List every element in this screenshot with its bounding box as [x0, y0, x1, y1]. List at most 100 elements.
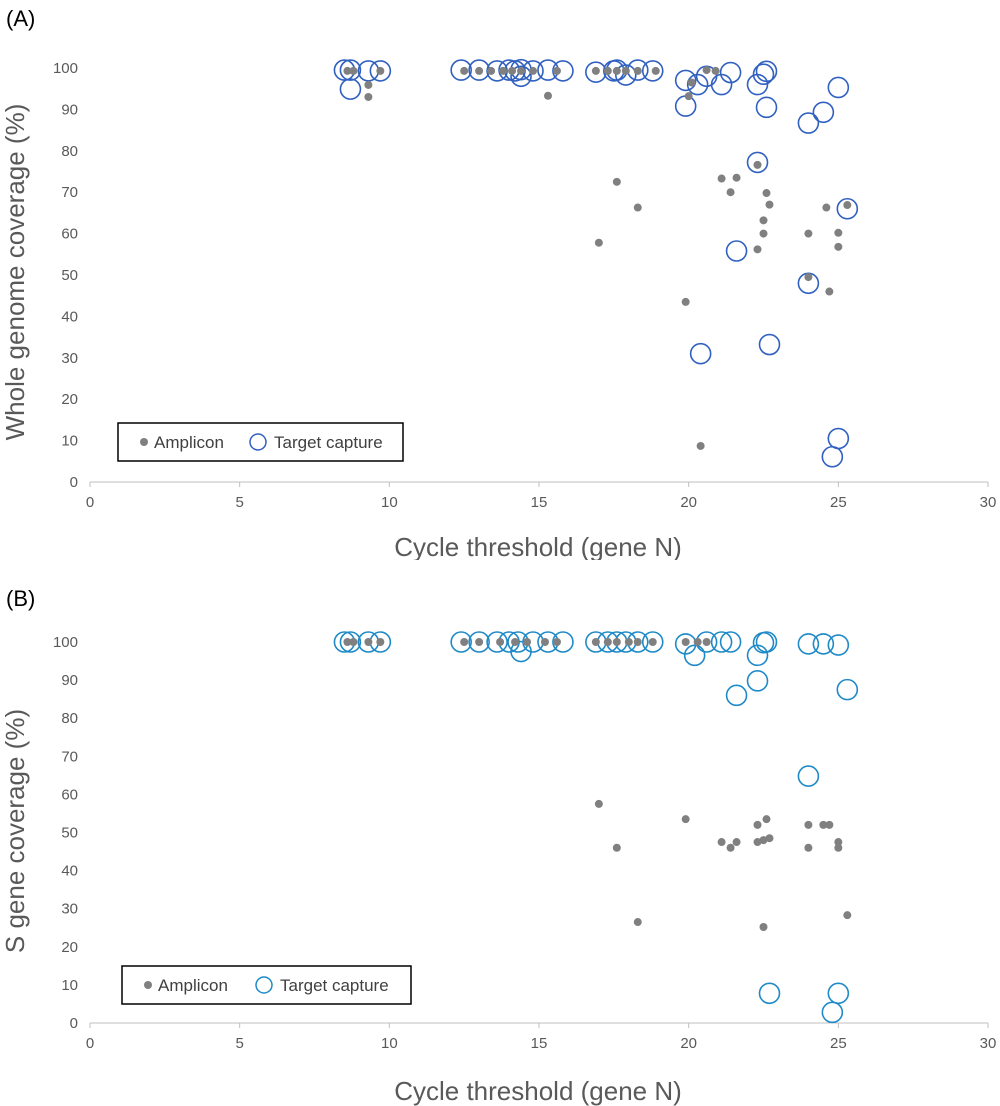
amplicon-point [517, 66, 526, 75]
amplicon-point [376, 638, 385, 646]
target-capture-point [836, 197, 859, 220]
x-tick-label: 15 [531, 494, 548, 511]
x-tick-label: 20 [680, 494, 697, 511]
target-capture-point [758, 333, 781, 356]
legend-marker-target-capture [255, 976, 273, 994]
legend-marker-amplicon [140, 438, 148, 446]
y-tick-label: 100 [53, 634, 78, 651]
amplicon-point [603, 66, 612, 75]
amplicon-point [825, 287, 834, 296]
x-tick-label: 15 [531, 1035, 548, 1052]
amplicon-point [499, 66, 508, 75]
legend-marker-target-capture [249, 433, 267, 451]
y-tick-label: 50 [61, 825, 78, 842]
y-tick-label: 80 [61, 710, 78, 727]
target-capture-point [339, 59, 362, 81]
y-tick-label: 0 [70, 474, 78, 491]
amplicon-point [834, 838, 843, 847]
amplicon-point [594, 799, 603, 808]
x-axis-title: Cycle threshold (gene N) [394, 1076, 682, 1106]
y-tick-label: 0 [70, 1015, 78, 1032]
y-tick-label: 80 [61, 143, 78, 160]
target-capture-point [710, 631, 733, 653]
amplicon-point [843, 201, 852, 210]
target-capture-point [797, 765, 820, 787]
amplicon-point [834, 228, 843, 237]
target-capture-point [719, 61, 742, 84]
target-capture-point [339, 78, 362, 100]
amplicon-point [349, 638, 358, 646]
amplicon-point [343, 66, 352, 75]
amplicon-point [612, 843, 621, 852]
target-capture-point [486, 60, 508, 82]
amplicon-point [762, 189, 771, 198]
x-tick-label: 0 [86, 494, 94, 511]
amplicon-point [732, 173, 741, 182]
legend: Amplicon Target capture [117, 422, 404, 462]
amplicon-point [681, 638, 690, 646]
amplicon-point [612, 638, 621, 646]
x-tick-label: 5 [235, 1035, 243, 1052]
target-capture-point [339, 631, 362, 653]
target-capture-point [486, 631, 508, 653]
amplicon-point [822, 203, 831, 212]
target-capture-point [719, 631, 742, 653]
amplicon-point [475, 638, 484, 646]
amplicon-point [825, 820, 834, 829]
amplicon-point [696, 441, 705, 450]
x-tick-label: 25 [830, 1035, 847, 1052]
amplicon-point [540, 638, 549, 646]
amplicon-point [804, 843, 813, 852]
amplicon-point [753, 820, 762, 829]
amplicon-point [364, 638, 373, 646]
amplicon-point [711, 66, 720, 75]
amplicon-point [343, 638, 352, 646]
amplicon-point [603, 638, 612, 646]
amplicon-point [523, 638, 532, 646]
target-capture-point [468, 631, 490, 653]
y-tick-label: 90 [61, 101, 78, 118]
x-tick-label: 5 [235, 494, 243, 511]
amplicon-point [702, 638, 711, 646]
amplicon-point [759, 922, 768, 931]
amplicon-point [591, 66, 600, 75]
y-tick-label: 10 [61, 977, 78, 994]
amplicon-point [529, 66, 538, 75]
target-capture-point [450, 631, 472, 653]
target-capture-point [746, 670, 769, 692]
series-amplicon [343, 638, 852, 931]
target-capture-point [797, 633, 820, 655]
series-amplicon [343, 66, 852, 450]
amplicon-point [594, 238, 603, 247]
target-capture-point [821, 1001, 844, 1024]
target-capture-point [674, 95, 697, 117]
amplicon-point [349, 66, 358, 75]
panel-label: (A) [6, 6, 35, 31]
y-tick-label: 10 [61, 433, 78, 450]
amplicon-point [762, 815, 771, 824]
legend-label-amplicon: Amplicon [158, 976, 228, 995]
target-capture-point [812, 633, 835, 655]
amplicon-point [684, 92, 693, 101]
axes: 0 5 10 15 20 25 30 0 10 20 30 40 50 60 70 80 90 100 [53, 60, 996, 511]
target-capture-point [641, 60, 664, 82]
target-capture-point [552, 60, 574, 82]
amplicon-point [753, 245, 762, 254]
amplicon-point [591, 638, 600, 646]
target-capture-point [369, 60, 392, 82]
target-capture-point [725, 684, 748, 707]
amplicon-point [717, 838, 726, 847]
plot-area [333, 58, 859, 468]
amplicon-point [612, 177, 621, 186]
amplicon-point [487, 66, 496, 75]
amplicon-point [460, 66, 469, 75]
amplicon-point [543, 91, 552, 100]
amplicon-point [702, 66, 711, 75]
target-capture-point [686, 73, 709, 96]
amplicon-point [681, 815, 690, 824]
amplicon-point [765, 200, 774, 209]
amplicon-point [693, 638, 702, 646]
x-tick-label: 25 [830, 494, 847, 511]
y-tick-label: 30 [61, 350, 78, 367]
target-capture-point [641, 631, 664, 653]
